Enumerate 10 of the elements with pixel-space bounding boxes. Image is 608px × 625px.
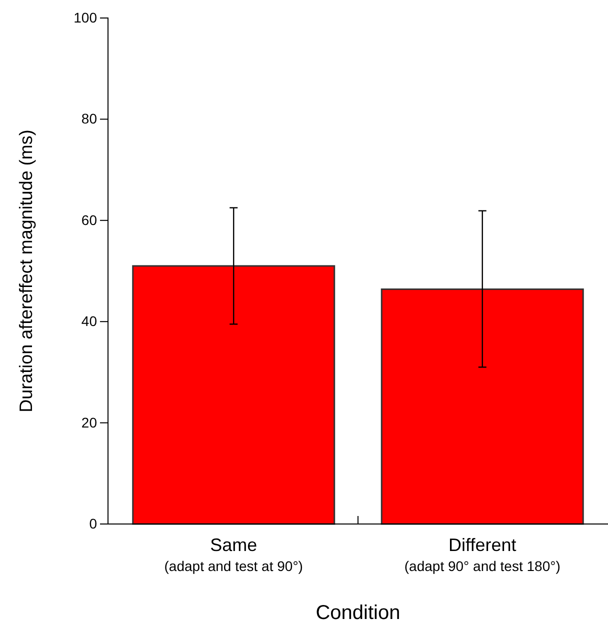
y-tick-label: 0	[89, 515, 98, 532]
x-tick-label: Different (adapt 90° and test 180°)	[404, 535, 560, 574]
y-axis-title: Duration aftereffect magnitude (ms)	[16, 130, 36, 412]
y-tick-label: 80	[81, 110, 98, 127]
x-axis-title: Condition	[316, 602, 400, 624]
y-tick-label: 20	[81, 414, 98, 430]
y-tick-label: 100	[74, 9, 98, 26]
x-tick-label: Same (adapt and test at 90°)	[164, 535, 303, 574]
y-tick-label: 60	[81, 212, 98, 228]
y-tick-label: 40	[81, 313, 98, 330]
